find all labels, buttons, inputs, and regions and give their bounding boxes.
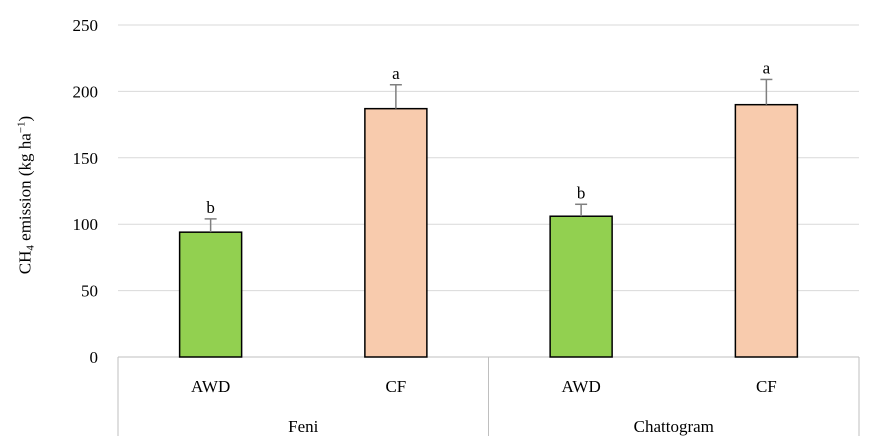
x-tick-label: CF <box>756 377 777 396</box>
bar <box>178 231 243 358</box>
significance-letter: b <box>206 198 215 217</box>
bar <box>734 103 799 358</box>
bar <box>549 215 613 358</box>
group-label: Chattogram <box>634 417 714 436</box>
significance-letter: a <box>763 58 771 77</box>
y-tick-label: 250 <box>73 16 99 35</box>
x-tick-label: AWD <box>562 377 601 396</box>
y-tick-label: 150 <box>73 149 99 168</box>
y-tick-label: 200 <box>73 82 99 101</box>
group-label: Feni <box>288 417 319 436</box>
significance-letter: a <box>392 64 400 83</box>
significance-letter: b <box>577 183 586 202</box>
x-tick-label: CF <box>385 377 406 396</box>
x-tick-label: AWD <box>191 377 230 396</box>
y-tick-label: 50 <box>81 282 98 301</box>
y-tick-label: 100 <box>73 215 99 234</box>
y-tick-label: 0 <box>90 348 99 367</box>
bar <box>364 107 428 358</box>
